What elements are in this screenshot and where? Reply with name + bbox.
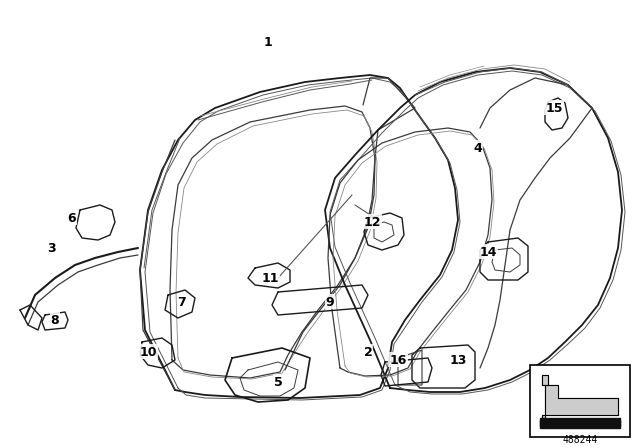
- Text: 12: 12: [364, 215, 381, 228]
- Text: 5: 5: [274, 375, 282, 388]
- Text: 4: 4: [474, 142, 483, 155]
- Polygon shape: [540, 420, 620, 428]
- Text: 8: 8: [51, 314, 60, 327]
- Polygon shape: [542, 385, 618, 420]
- Text: 2: 2: [364, 345, 372, 358]
- Text: 488244: 488244: [563, 435, 598, 445]
- Bar: [530, 365, 630, 437]
- Text: 1: 1: [264, 35, 273, 48]
- Text: 7: 7: [178, 296, 186, 309]
- Text: 13: 13: [449, 353, 467, 366]
- Text: 15: 15: [545, 102, 563, 115]
- Text: 3: 3: [48, 241, 56, 254]
- Text: 6: 6: [68, 211, 76, 224]
- Text: 14: 14: [479, 246, 497, 258]
- Polygon shape: [540, 418, 620, 426]
- Text: 10: 10: [140, 345, 157, 358]
- Text: 16: 16: [389, 353, 406, 366]
- Text: 9: 9: [326, 296, 334, 309]
- Polygon shape: [542, 375, 548, 385]
- Text: 11: 11: [261, 271, 279, 284]
